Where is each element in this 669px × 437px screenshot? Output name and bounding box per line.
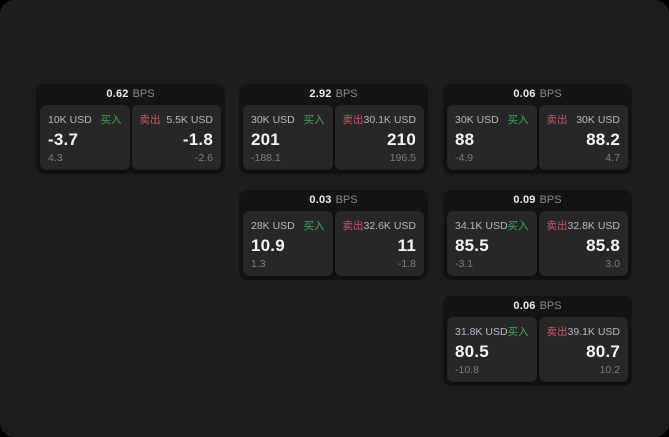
sell-price: -1.8	[182, 130, 213, 149]
spread-value: 0.06	[513, 88, 536, 100]
sell-delta: -2.6	[194, 152, 213, 164]
sell-label: 卖出	[342, 114, 364, 126]
buy-size: 10K USD	[48, 113, 92, 126]
buy-price: -3.7	[48, 130, 79, 149]
sell-price: 85.8	[586, 236, 620, 255]
buy-quote-panel[interactable]: 30K USD 买入 88 -4.9	[447, 105, 537, 170]
buy-label: 买入	[507, 220, 529, 232]
sell-price: 210	[387, 130, 416, 149]
buy-size: 30K USD	[455, 113, 499, 126]
buy-quote-panel[interactable]: 31.8K USD 买入 80.5 -10.8	[447, 317, 537, 382]
buy-price: 201	[251, 130, 280, 149]
sell-price: 80.7	[586, 342, 620, 361]
bps-label: BPS	[539, 88, 562, 100]
buy-label: 买入	[507, 326, 529, 338]
spread-header: 0.03 BPS	[239, 190, 428, 211]
bps-label: BPS	[335, 88, 358, 100]
sell-label: 卖出	[342, 220, 364, 232]
quote-card: 0.09 BPS 34.1K USD 买入 85.5 -3.1 卖出 32.8K…	[443, 190, 632, 280]
spread-value: 0.03	[309, 194, 332, 206]
sell-size: 30K USD	[576, 113, 620, 126]
quote-card: 0.06 BPS 31.8K USD 买入 80.5 -10.8 卖出 39.1…	[443, 296, 632, 386]
buy-delta: -3.1	[455, 258, 474, 270]
sell-size: 32.8K USD	[567, 219, 621, 232]
sell-size: 5.5K USD	[166, 113, 213, 126]
buy-delta: -4.9	[455, 152, 474, 164]
quote-card: 2.92 BPS 30K USD 买入 201 -188.1 卖出 30.1K …	[239, 84, 428, 174]
sell-quote-panel[interactable]: 卖出 39.1K USD 80.7 10.2	[538, 317, 628, 382]
spread-value: 2.92	[309, 88, 332, 100]
spread-header: 0.06 BPS	[443, 296, 632, 317]
buy-size: 34.1K USD	[455, 219, 508, 232]
buy-size: 28K USD	[251, 219, 295, 232]
sell-quote-panel[interactable]: 卖出 5.5K USD -1.8 -2.6	[131, 105, 221, 170]
bps-label: BPS	[132, 88, 155, 100]
sell-delta: 196.5	[389, 152, 416, 164]
sell-label: 卖出	[139, 114, 161, 126]
spread-value: 0.62	[106, 88, 129, 100]
sell-size: 39.1K USD	[567, 325, 621, 338]
sell-quote-panel[interactable]: 卖出 32.8K USD 85.8 3.0	[538, 211, 628, 276]
buy-price: 88	[455, 130, 475, 149]
spread-header: 0.09 BPS	[443, 190, 632, 211]
buy-size: 30K USD	[251, 113, 295, 126]
spread-value: 0.09	[513, 194, 536, 206]
buy-quote-panel[interactable]: 34.1K USD 买入 85.5 -3.1	[447, 211, 537, 276]
buy-delta: -188.1	[251, 152, 281, 164]
buy-delta: 4.3	[48, 152, 63, 164]
buy-price: 80.5	[455, 342, 489, 361]
buy-label: 买入	[303, 114, 325, 126]
sell-size: 30.1K USD	[363, 113, 417, 126]
buy-size: 31.8K USD	[455, 325, 508, 338]
sell-delta: 3.0	[605, 258, 620, 270]
bps-label: BPS	[335, 194, 358, 206]
spread-header: 2.92 BPS	[239, 84, 428, 105]
buy-label: 买入	[507, 114, 529, 126]
sell-delta: 4.7	[605, 152, 620, 164]
buy-delta: 1.3	[251, 258, 266, 270]
quote-card: 0.03 BPS 28K USD 买入 10.9 1.3 卖出 32.6K US…	[239, 190, 428, 280]
sell-delta: -1.8	[397, 258, 416, 270]
buy-price: 85.5	[455, 236, 489, 255]
spread-header: 0.06 BPS	[443, 84, 632, 105]
sell-label: 卖出	[546, 114, 568, 126]
buy-label: 买入	[100, 114, 122, 126]
buy-quote-panel[interactable]: 10K USD 买入 -3.7 4.3	[40, 105, 130, 170]
buy-price: 10.9	[251, 236, 285, 255]
sell-delta: 10.2	[599, 364, 620, 376]
sell-price: 11	[397, 236, 416, 255]
quote-card: 0.06 BPS 30K USD 买入 88 -4.9 卖出 30K USD 8…	[443, 84, 632, 174]
bps-label: BPS	[539, 300, 562, 312]
bps-label: BPS	[539, 194, 562, 206]
sell-quote-panel[interactable]: 卖出 30K USD 88.2 4.7	[538, 105, 628, 170]
sell-label: 卖出	[546, 220, 568, 232]
quote-card: 0.62 BPS 10K USD 买入 -3.7 4.3 卖出 5.5K USD…	[36, 84, 225, 174]
buy-label: 买入	[303, 220, 325, 232]
buy-quote-panel[interactable]: 28K USD 买入 10.9 1.3	[243, 211, 333, 276]
buy-quote-panel[interactable]: 30K USD 买入 201 -188.1	[243, 105, 333, 170]
sell-quote-panel[interactable]: 卖出 32.6K USD 11 -1.8	[334, 211, 424, 276]
buy-delta: -10.8	[455, 364, 479, 376]
sell-quote-panel[interactable]: 卖出 30.1K USD 210 196.5	[334, 105, 424, 170]
sell-price: 88.2	[586, 130, 620, 149]
sell-size: 32.6K USD	[363, 219, 417, 232]
sell-label: 卖出	[546, 326, 568, 338]
spread-value: 0.06	[513, 300, 536, 312]
spread-header: 0.62 BPS	[36, 84, 225, 105]
